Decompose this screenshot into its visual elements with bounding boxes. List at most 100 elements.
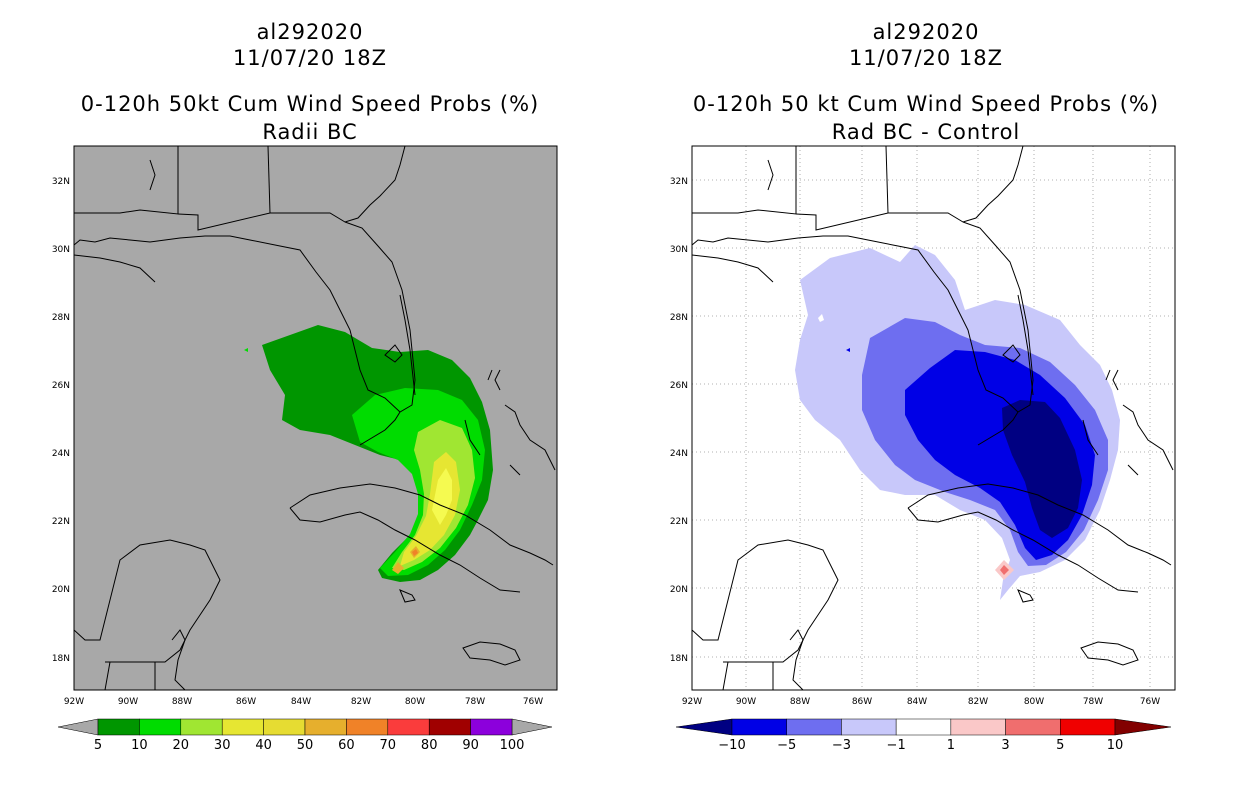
left-x-tick-label: 76W	[523, 697, 543, 707]
right-y-tick-label: 22N	[670, 517, 688, 527]
right-y-tick-label: 28N	[670, 313, 688, 323]
right-y-tick-label: 32N	[670, 177, 688, 187]
right-x-tick-label: 82W	[968, 697, 988, 707]
left-colorbar-cell	[263, 718, 306, 736]
left-x-tick-label: 92W	[64, 697, 84, 707]
left-colorbar-label: 60	[338, 738, 355, 753]
left-y-tick-label: 32N	[52, 177, 70, 187]
right-x-tick-label: 92W	[682, 697, 702, 707]
left-prob-40-area	[432, 468, 452, 525]
left-x-tick-label: 84W	[291, 697, 311, 707]
left-colorbar-label: 100	[500, 738, 525, 753]
right-x-tick-label: 86W	[852, 697, 872, 707]
left-y-tick-label: 22N	[52, 517, 70, 527]
left-y-axis: 32N 30N 28N 26N 24N 22N 20N 18N	[52, 177, 70, 664]
right-colorbar-label: 10	[1107, 738, 1124, 753]
left-product-title: 0-120h 50kt Cum Wind Speed Probs (%)	[80, 92, 540, 116]
right-colorbar-cell	[1060, 718, 1116, 736]
left-y-tick-label: 28N	[52, 313, 70, 323]
left-colorbar-cell	[470, 718, 513, 736]
left-storm-id: al292020	[256, 20, 364, 44]
left-colorbar-label: 10	[131, 738, 148, 753]
left-datetime: 11/07/20 18Z	[232, 46, 388, 70]
right-y-tick-label: 18N	[670, 654, 688, 664]
right-diff-minus10-area	[1002, 400, 1082, 538]
right-colorbar-label: −5	[777, 738, 796, 753]
left-colorbar-label: 50	[297, 738, 314, 753]
right-y-axis: 32N 30N 28N 26N 24N 22N 20N 18N	[670, 177, 688, 664]
right-diff-small-patch	[846, 348, 850, 352]
right-x-tick-label: 78W	[1083, 697, 1103, 707]
left-colorbar-label: 20	[173, 738, 190, 753]
right-y-tick-label: 24N	[670, 449, 688, 459]
right-storm-id: al292020	[872, 20, 980, 44]
left-colorbar-cell	[346, 718, 389, 736]
left-colorbar-high-arrow	[511, 718, 553, 736]
left-y-tick-label: 18N	[52, 654, 70, 664]
left-colorbar-cell	[428, 718, 471, 736]
right-x-tick-label: 84W	[907, 697, 927, 707]
left-y-tick-label: 20N	[52, 585, 70, 595]
left-colorbar-label: 90	[462, 738, 479, 753]
left-colorbar-label: 30	[214, 738, 231, 753]
left-y-tick-label: 24N	[52, 449, 70, 459]
left-coastlines	[74, 146, 556, 690]
right-colorbar-cell	[1005, 718, 1061, 736]
right-x-tick-label: 80W	[1024, 697, 1044, 707]
left-y-tick-label: 26N	[52, 381, 70, 391]
left-colorbar-label: 40	[255, 738, 272, 753]
left-colorbar-cell	[139, 718, 182, 736]
left-colorbar-cell	[387, 718, 430, 736]
right-colorbar-label: 5	[1056, 738, 1064, 753]
left-x-tick-label: 80W	[405, 697, 425, 707]
left-colorbar-cell	[180, 718, 223, 736]
right-x-tick-label: 90W	[736, 697, 756, 707]
left-y-tick-label: 30N	[52, 245, 70, 255]
right-colorbar-cell	[895, 718, 952, 736]
right-diff-plus3-area	[1000, 565, 1009, 575]
left-x-axis: 92W 90W 88W 86W 84W 82W 80W 78W 76W	[64, 697, 543, 707]
left-x-tick-label: 88W	[172, 697, 192, 707]
right-colorbar-cell	[786, 718, 842, 736]
left-colorbar-cell	[304, 718, 347, 736]
left-colorbar-label: 80	[421, 738, 438, 753]
left-colorbar-low-arrow	[57, 718, 99, 736]
right-colorbar-high-arrow	[1114, 718, 1172, 736]
right-x-tick-label: 76W	[1140, 697, 1160, 707]
right-map-frame	[691, 145, 1176, 691]
right-map: 92W 90W 88W 86W 84W 82W 80W 78W 76W 32N …	[670, 145, 1176, 753]
left-map: 92W 90W 88W 86W 84W 82W 80W 78W 76W 32N …	[52, 145, 558, 753]
right-colorbar-label: −10	[718, 738, 745, 753]
right-x-axis: 92W 90W 88W 86W 84W 82W 80W 78W 76W	[682, 697, 1160, 707]
right-colorbar: −10 −5 −3 −1 1 3 5 10	[675, 718, 1172, 753]
left-map-frame	[73, 145, 558, 691]
left-x-tick-label: 86W	[236, 697, 256, 707]
right-y-tick-label: 20N	[670, 585, 688, 595]
right-diff-white-hole	[818, 314, 824, 322]
left-colorbar-label: 5	[94, 738, 102, 753]
right-datetime: 11/07/20 18Z	[848, 46, 1004, 70]
left-colorbar-cell	[221, 718, 264, 736]
right-x-tick-label: 88W	[790, 697, 810, 707]
left-colorbar-label: 70	[380, 738, 397, 753]
right-colorbar-label: 3	[1001, 738, 1009, 753]
left-colorbar: 5 10 20 30 40 50 60 70 80 90 100	[57, 718, 553, 753]
right-colorbar-low-arrow	[675, 718, 733, 736]
right-y-tick-label: 30N	[670, 245, 688, 255]
left-colorbar-cell	[97, 718, 140, 736]
left-prob-60-area	[412, 549, 418, 556]
left-x-tick-label: 78W	[465, 697, 485, 707]
right-colorbar-cell	[950, 718, 1006, 736]
left-x-tick-label: 90W	[118, 697, 138, 707]
right-coastlines	[692, 146, 1174, 690]
right-colorbar-cell	[841, 718, 897, 736]
right-colorbar-label: −1	[887, 738, 906, 753]
left-subtitle: Radii BC	[262, 120, 358, 144]
left-x-tick-label: 82W	[351, 697, 371, 707]
right-product-title: 0-120h 50 kt Cum Wind Speed Probs (%)	[692, 92, 1160, 116]
right-colorbar-cell	[731, 718, 787, 736]
right-y-tick-label: 26N	[670, 381, 688, 391]
right-subtitle: Rad BC - Control	[831, 120, 1021, 144]
left-prob-small-patch	[244, 348, 248, 352]
right-colorbar-label: 1	[947, 738, 955, 753]
